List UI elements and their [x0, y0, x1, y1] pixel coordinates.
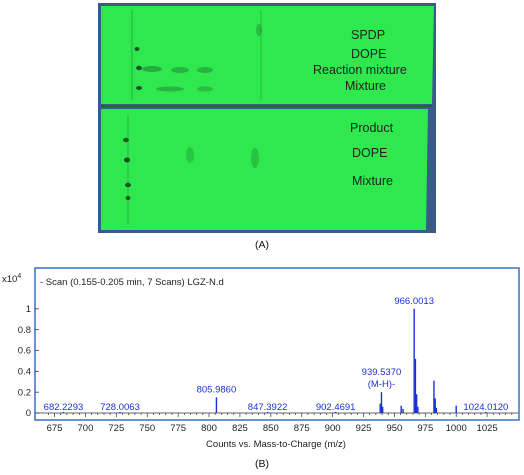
tlc-spot: [125, 182, 131, 188]
tlc-spot: [123, 137, 129, 143]
x-tick-label: 800: [201, 423, 217, 434]
x-tick-label: 725: [108, 423, 124, 434]
spectrum-peaks: [62, 308, 487, 413]
peak-label: 728.0063: [100, 402, 140, 413]
y-axis: 0 0.2 0.4 0.6 0.8 1: [18, 304, 39, 419]
tlc-spot: [142, 66, 162, 72]
plate-label-mixture: Mixture: [345, 79, 386, 93]
tlc-plate-top: [101, 6, 434, 104]
x-tick-label: 1025: [477, 423, 498, 434]
x-tick-label: 900: [325, 423, 341, 434]
panel-b-label: (B): [255, 458, 269, 470]
peak-label: 966.0013: [394, 296, 434, 307]
x-tick-label: 675: [47, 423, 63, 434]
tlc-photo: SPDP DOPE Reaction mixture Mixture Produ…: [98, 3, 436, 233]
x-tick-label: 1000: [446, 423, 467, 434]
mass-spectrum: x104 - Scan (0.155-0.205 min, 7 Scans) L…: [2, 267, 520, 450]
spectrum-frame: [34, 267, 520, 421]
tlc-plate-bottom: [101, 109, 428, 230]
y-tick-label: 0.2: [18, 387, 31, 398]
tlc-spot: [256, 24, 262, 36]
x-tick-label: 775: [170, 423, 186, 434]
plate-label-dope: DOPE: [351, 47, 386, 61]
tlc-spot: [134, 47, 140, 51]
x-tick-label: 875: [294, 423, 310, 434]
tlc-spot: [251, 148, 259, 168]
tlc-spot: [136, 86, 142, 90]
x-axis: 675 700 725 750 775 800 825 850 875 900 925 950 975 1…: [36, 412, 518, 434]
peak-label: 902.4691: [316, 402, 356, 413]
y-tick-label: 0.6: [18, 346, 31, 357]
x-tick-label: 850: [263, 423, 279, 434]
chart-title: - Scan (0.155-0.205 min, 7 Scans) LGZ-N.…: [40, 277, 224, 288]
x-tick-label: 750: [139, 423, 155, 434]
tlc-spot: [136, 65, 142, 71]
plate-label-dope-bottom: DOPE: [352, 146, 387, 160]
x-tick-label: 950: [386, 423, 402, 434]
tlc-spot: [125, 196, 131, 200]
tlc-spot: [186, 147, 194, 163]
x-tick-label: 700: [78, 423, 94, 434]
panel-a-label: (A): [255, 239, 269, 251]
peak-label: 939.5370: [362, 367, 402, 378]
peak-label: 682.2293: [44, 402, 84, 413]
tlc-spot: [197, 86, 213, 92]
peak-label: 1024.0120: [463, 402, 508, 413]
x-axis-label: Counts vs. Mass-to-Charge (m/z): [206, 439, 346, 450]
tlc-spot: [171, 67, 189, 73]
x-tick-label: 975: [417, 423, 433, 434]
tlc-spot: [197, 67, 213, 73]
plate-label-spdp: SPDP: [351, 28, 385, 42]
plate-label-reaction-mixture: Reaction mixture: [313, 63, 407, 77]
peak-label: 805.9860: [197, 384, 237, 395]
x-tick-label: 925: [356, 423, 372, 434]
tlc-spot: [124, 157, 130, 163]
y-tick-label: 1: [26, 304, 31, 315]
tlc-spot: [156, 86, 184, 92]
y-tick-label: 0.8: [18, 325, 31, 336]
plate-label-mixture-bottom: Mixture: [352, 174, 393, 188]
peak-label: 847.3922: [248, 402, 288, 413]
y-scale-label: x104: [2, 273, 21, 285]
y-tick-label: 0: [26, 408, 31, 419]
x-tick-label: 825: [232, 423, 248, 434]
tlc-spots-bottom: [123, 115, 259, 225]
plate-label-product: Product: [350, 121, 394, 135]
tlc-spots-top: [131, 10, 262, 100]
y-tick-label: 0.4: [18, 367, 31, 378]
peak-annotation: (M-H)-: [368, 379, 395, 390]
peak-labels: 682.2293 728.0063 805.9860 847.3922 902.4691…: [44, 296, 509, 413]
